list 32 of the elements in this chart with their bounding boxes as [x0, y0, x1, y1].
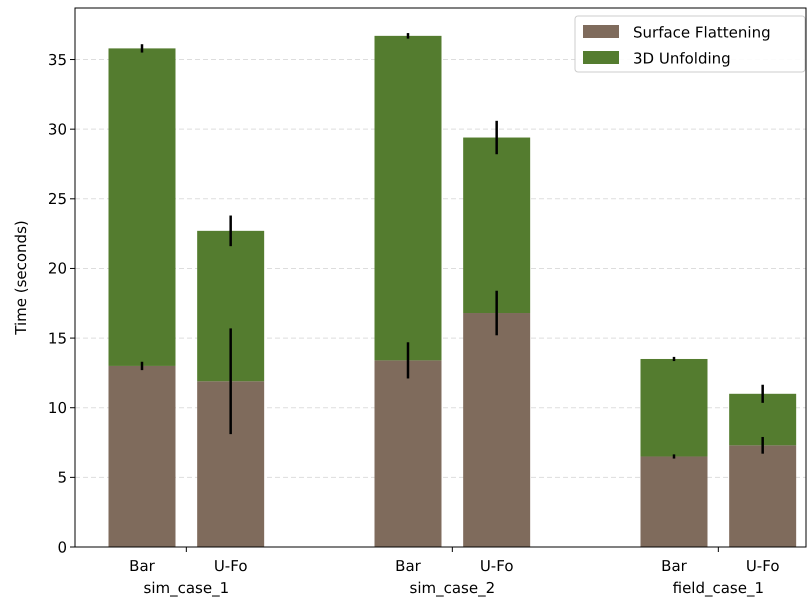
- bar: [197, 230, 264, 382]
- text: sim_case_2: [410, 579, 496, 597]
- legend-label: 3D Unfolding: [633, 49, 731, 68]
- x-tick-label: U-Fo: [214, 557, 248, 575]
- y-tick-label: 25: [48, 190, 67, 208]
- x-tick-label: Bar: [129, 557, 156, 575]
- bar: [108, 48, 176, 366]
- y-tick-label: 10: [48, 398, 67, 417]
- x-tick-label: U-Fo: [746, 557, 780, 575]
- x-tick-label: Bar: [395, 557, 422, 575]
- y-tick-label: 5: [57, 468, 67, 487]
- y-tick-label: 20: [48, 260, 67, 278]
- y-tick-label: 15: [48, 329, 67, 348]
- y-axis-title: Time (seconds): [12, 220, 30, 336]
- bar: [463, 138, 530, 314]
- text: field_case_1: [672, 579, 764, 597]
- bar: [729, 394, 796, 446]
- x-tick-label: Bar: [661, 557, 688, 575]
- text: sim_case_1: [144, 579, 230, 597]
- bar: [374, 36, 442, 360]
- y-tick-label: 35: [48, 50, 67, 69]
- bar: [108, 366, 176, 547]
- bar: [374, 360, 442, 547]
- x-tick-label: U-Fo: [480, 557, 514, 575]
- legend-label: Surface Flattening: [633, 23, 771, 42]
- bar: [640, 456, 708, 547]
- y-tick-label: 30: [48, 120, 67, 138]
- bar: [197, 381, 264, 547]
- bar: [640, 358, 708, 456]
- y-tick-label: 0: [57, 538, 67, 556]
- bar: [729, 445, 796, 547]
- bar: [463, 313, 530, 547]
